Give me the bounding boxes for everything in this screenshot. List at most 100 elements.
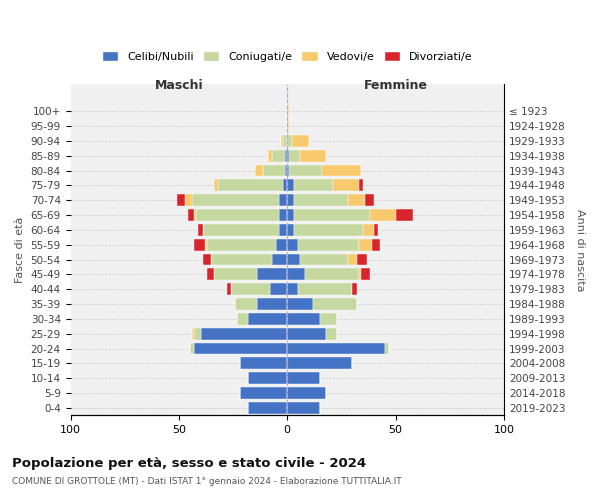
Bar (200, 328, 287, 340)
Bar (277, 239, 287, 250)
Bar (287, 372, 320, 384)
Bar (235, 298, 257, 310)
Bar (287, 254, 300, 266)
Bar (283, 135, 287, 147)
Bar (270, 284, 287, 295)
Bar (313, 298, 356, 310)
Bar (283, 180, 287, 192)
Bar (194, 239, 205, 250)
Bar (194, 209, 196, 221)
Bar (257, 268, 287, 280)
Bar (203, 254, 211, 266)
Bar (192, 194, 278, 206)
Bar (287, 298, 313, 310)
Bar (395, 209, 413, 221)
Bar (231, 284, 270, 295)
Bar (278, 194, 287, 206)
Bar (359, 239, 372, 250)
Bar (278, 209, 287, 221)
Text: Femmine: Femmine (364, 79, 428, 92)
Bar (298, 239, 359, 250)
Bar (385, 342, 389, 354)
Bar (326, 328, 337, 340)
Bar (287, 120, 289, 132)
Bar (370, 209, 395, 221)
Bar (211, 254, 272, 266)
Bar (374, 224, 378, 236)
Y-axis label: Anni di nascita: Anni di nascita (575, 208, 585, 291)
Bar (287, 387, 326, 399)
Bar (363, 224, 374, 236)
Bar (239, 387, 287, 399)
Bar (263, 164, 285, 176)
Bar (287, 106, 289, 117)
Bar (287, 209, 294, 221)
Bar (287, 328, 326, 340)
Bar (227, 284, 231, 295)
Bar (372, 239, 380, 250)
Bar (272, 150, 285, 162)
Bar (190, 342, 194, 354)
Bar (177, 194, 185, 206)
Bar (356, 254, 367, 266)
Bar (294, 180, 333, 192)
Text: Maschi: Maschi (155, 79, 203, 92)
Bar (257, 298, 287, 310)
Bar (359, 268, 361, 280)
Bar (192, 328, 194, 340)
Bar (287, 239, 298, 250)
Bar (289, 150, 300, 162)
Legend: Celibi/Nubili, Coniugati/e, Vedovi/e, Divorziati/e: Celibi/Nubili, Coniugati/e, Vedovi/e, Di… (97, 47, 477, 66)
Bar (188, 209, 194, 221)
Bar (320, 313, 337, 325)
Bar (300, 150, 326, 162)
Bar (196, 209, 278, 221)
Bar (207, 268, 214, 280)
Bar (194, 342, 287, 354)
Bar (239, 358, 287, 370)
Bar (272, 254, 287, 266)
Bar (287, 164, 289, 176)
Bar (292, 135, 309, 147)
Bar (203, 224, 278, 236)
Bar (248, 313, 287, 325)
Bar (248, 402, 287, 414)
Bar (289, 164, 322, 176)
Bar (285, 164, 287, 176)
Bar (287, 313, 320, 325)
Bar (194, 328, 200, 340)
Bar (294, 209, 370, 221)
Bar (287, 342, 385, 354)
Bar (199, 224, 203, 236)
Text: COMUNE DI GROTTOLE (MT) - Dati ISTAT 1° gennaio 2024 - Elaborazione TUTTITALIA.I: COMUNE DI GROTTOLE (MT) - Dati ISTAT 1° … (12, 478, 401, 486)
Bar (359, 180, 363, 192)
Bar (287, 180, 294, 192)
Bar (287, 268, 305, 280)
Bar (348, 254, 356, 266)
Bar (294, 224, 363, 236)
Text: Popolazione per età, sesso e stato civile - 2024: Popolazione per età, sesso e stato civil… (12, 458, 366, 470)
Bar (287, 402, 320, 414)
Bar (278, 224, 287, 236)
Bar (305, 268, 359, 280)
Bar (248, 372, 287, 384)
Bar (268, 150, 272, 162)
Bar (333, 180, 359, 192)
Y-axis label: Fasce di età: Fasce di età (15, 216, 25, 283)
Bar (361, 268, 370, 280)
Bar (322, 164, 361, 176)
Bar (214, 268, 257, 280)
Bar (214, 180, 218, 192)
Bar (365, 194, 374, 206)
Bar (287, 284, 298, 295)
Bar (281, 135, 283, 147)
Bar (300, 254, 348, 266)
Bar (287, 224, 294, 236)
Bar (218, 180, 283, 192)
Bar (352, 284, 356, 295)
Bar (205, 239, 207, 250)
Bar (287, 135, 292, 147)
Bar (185, 194, 192, 206)
Bar (287, 150, 289, 162)
Bar (255, 164, 263, 176)
